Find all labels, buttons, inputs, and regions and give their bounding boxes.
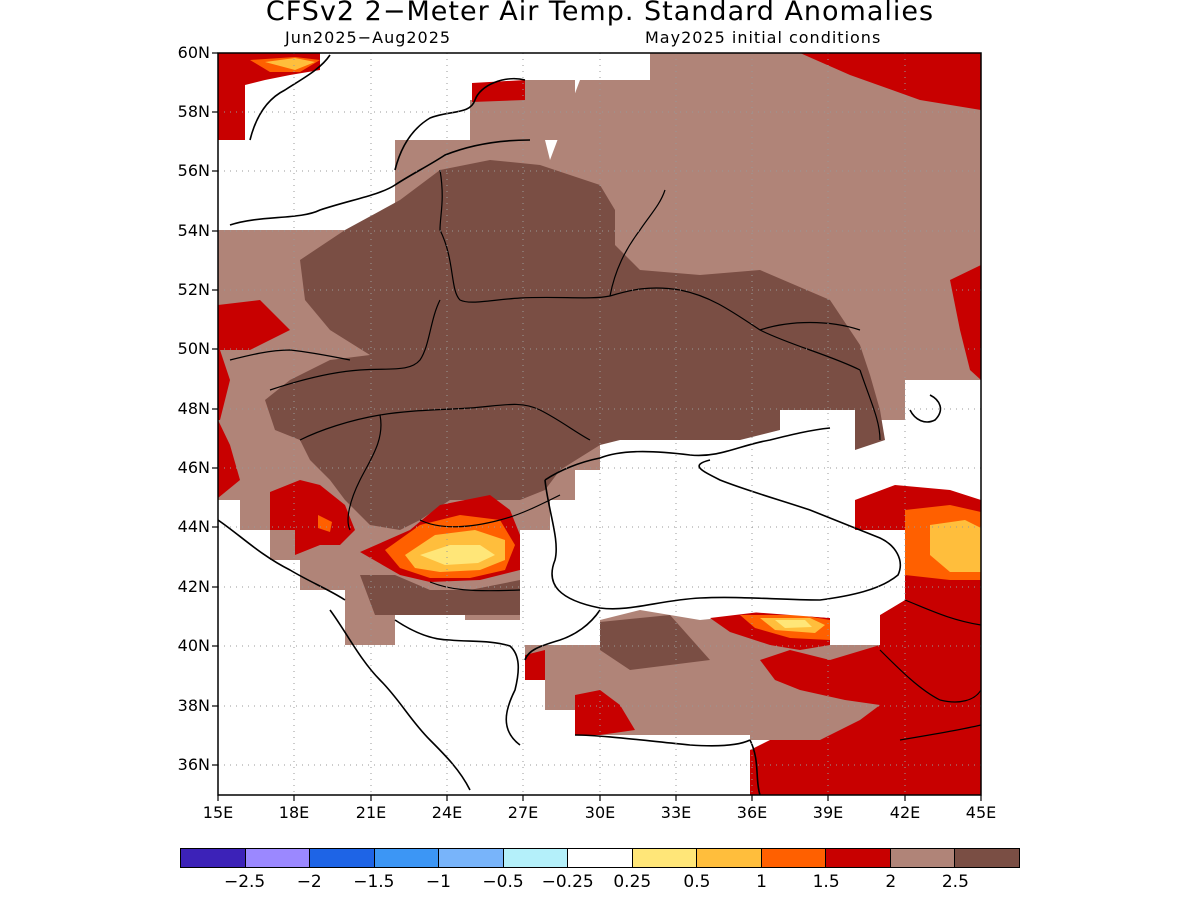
legend-label: −2 [296,872,322,892]
anomaly-region-red-nw [218,53,320,140]
legend-swatch [955,849,1019,867]
legend-label: 1 [756,872,767,892]
aegean-mask [218,530,750,795]
caspian-mask [905,380,955,440]
legend-swatch [439,849,504,867]
legend-swatch [890,849,956,867]
lat-label: 56N [177,161,210,180]
anomaly-region-dark-brown-turkey [600,615,710,670]
adriatic-mask [218,500,240,530]
anomaly-region-red-wturkey [525,650,545,680]
legend-swatch [503,849,569,867]
legend-label: −1 [425,872,451,892]
country-borders [229,169,981,741]
lon-label: 18E [278,803,310,822]
grid-lines [218,53,981,795]
anomaly-region-lightorange-caucasus [930,520,981,572]
legend-swatch [245,849,311,867]
anomaly-region-red-anatolia [575,690,635,735]
lat-label: 44N [177,517,210,536]
lat-label: 40N [177,636,210,655]
lat-label: 48N [177,399,210,418]
anomaly-region-dark-brown [265,160,885,530]
anomaly-region-red-west [218,300,290,420]
lon-label: 36E [736,803,768,822]
initial-conditions: May2025 initial conditions [645,28,882,47]
lat-label: 46N [177,458,210,477]
anomaly-region-red-ne [800,53,981,110]
lon-label: 30E [584,803,616,822]
lat-label: 60N [177,43,210,62]
legend-label: −0.5 [482,872,524,892]
anomaly-region-yellow-turkey [775,620,812,628]
legend-label: −2.5 [223,872,266,892]
legend-swatch [374,849,440,867]
color-legend [180,848,1020,868]
anomaly-region-red-west2 [218,420,240,498]
legend-label: 0.25 [613,872,652,892]
forecast-period: Jun2025−Aug2025 [285,28,452,47]
legend-label: −1.5 [353,872,395,892]
lat-label: 58N [177,102,210,121]
lat-label: 42N [177,577,210,596]
legend-swatch [568,849,633,867]
anomaly-region-dark-brown-balkan [360,575,520,615]
legend-label: 0.5 [683,872,711,892]
anomaly-region-red-baltic [472,80,525,102]
anomaly-region-lightorange-nw [265,58,315,70]
lat-label: 52N [177,280,210,299]
chart-title: CFSv2 2−Meter Air Temp. Standard Anomali… [265,0,935,27]
lat-label: 50N [177,339,210,358]
lat-label: 38N [177,696,210,715]
legend-swatch [632,849,698,867]
lon-label: 27E [507,803,539,822]
legend-swatch [310,849,375,867]
legend-label: −0.25 [541,872,594,892]
lon-label: 45E [965,803,997,822]
legend-swatch [697,849,762,867]
anomaly-region-yellow-bulgaria [420,545,495,565]
sea-of-azov-mask [780,410,855,470]
anomaly-region-red-east [950,265,981,380]
legend-swatch [826,849,891,867]
lon-label: 15E [202,803,234,822]
lon-label: 42E [889,803,921,822]
lat-label: 36N [177,755,210,774]
anomaly-region-red-croatia [270,480,355,555]
anomaly-region-red-se [750,600,981,795]
black-sea-mask [520,430,905,618]
anomaly-shading [218,53,981,795]
legend-swatch [181,849,246,867]
lon-label: 21E [355,803,387,822]
lon-label: 24E [431,803,463,822]
lon-label: 39E [812,803,844,822]
legend-label: 2.5 [941,872,969,892]
legend-label: 1.5 [812,872,840,892]
coastlines [218,54,942,795]
masked-region-caucasus [830,615,880,645]
axis-ticks [212,52,982,801]
legend-swatch [761,849,827,867]
lon-label: 33E [660,803,692,822]
legend-label: 2 [885,872,897,892]
anomaly-region-orange-croatia [318,515,332,532]
lat-label: 54N [177,221,210,240]
